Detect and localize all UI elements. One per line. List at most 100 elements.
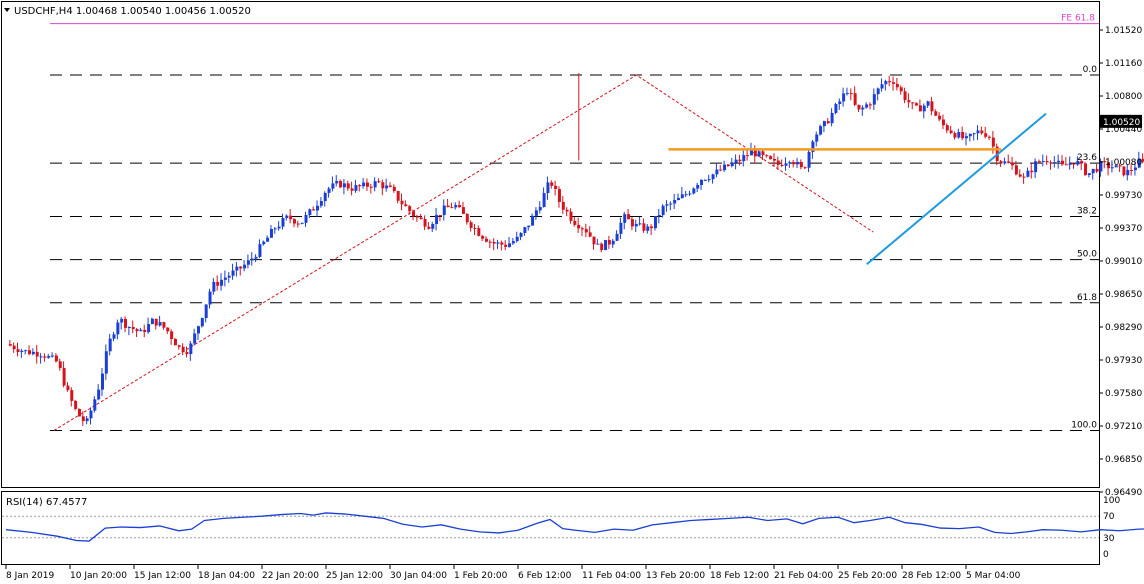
candle-body	[1034, 161, 1038, 173]
candle-body	[803, 167, 807, 169]
candle	[531, 213, 535, 226]
candle-body	[454, 204, 458, 208]
candle-body	[753, 149, 757, 157]
candle	[47, 353, 51, 359]
candle	[74, 399, 78, 411]
candle	[85, 415, 89, 425]
fib-levels: FE 61.8 0.0 23.6 38.2 50.0 61.8 100.0	[50, 14, 1099, 431]
collapse-arrow-icon[interactable]	[4, 8, 10, 12]
candle	[342, 179, 346, 195]
candle	[903, 87, 907, 104]
candle-body	[377, 181, 381, 183]
candle	[619, 217, 623, 239]
candle-body	[147, 324, 151, 333]
candle	[1080, 159, 1084, 171]
candle-body	[504, 244, 508, 247]
candle	[339, 179, 343, 189]
candle	[1118, 163, 1122, 173]
candle	[584, 223, 588, 238]
candle	[988, 135, 992, 141]
candle-body	[327, 188, 331, 193]
candle-body	[619, 222, 623, 234]
candle	[412, 209, 416, 221]
candle-body	[204, 304, 208, 319]
candle	[81, 411, 85, 426]
candle-body	[127, 326, 131, 328]
candle-body	[684, 194, 688, 196]
candle-body	[922, 105, 926, 112]
candle	[623, 211, 627, 230]
fib-label-61-8: 61.8	[1077, 293, 1097, 303]
candle-body	[197, 326, 200, 334]
candle	[1091, 168, 1095, 180]
candle-body	[972, 133, 976, 135]
candle	[807, 149, 811, 173]
candle	[508, 236, 512, 248]
candle-body	[738, 159, 742, 162]
candle-body	[665, 204, 669, 206]
candle	[650, 224, 654, 235]
candle	[803, 166, 807, 170]
candle-body	[680, 194, 684, 198]
candle-body	[1011, 162, 1015, 166]
candle	[189, 340, 193, 361]
candle-body	[1080, 160, 1084, 164]
candle-body	[538, 206, 542, 211]
candle-body	[853, 93, 857, 105]
candle	[423, 215, 427, 231]
candle	[446, 198, 450, 208]
candle-body	[77, 408, 81, 417]
candle	[365, 178, 369, 191]
candle	[830, 108, 834, 127]
candle	[1030, 163, 1034, 179]
candle-body	[765, 155, 769, 157]
price-tick-label: 0.97210	[1105, 422, 1142, 432]
candle-body	[289, 215, 293, 220]
candle-body	[1141, 158, 1144, 162]
candle	[1107, 157, 1111, 176]
candle	[1122, 166, 1126, 177]
candle-body	[938, 115, 942, 120]
candle-body	[35, 351, 39, 357]
candle-body	[158, 322, 162, 326]
candle-body	[934, 111, 938, 116]
candle-body	[596, 243, 600, 245]
candle-body	[657, 215, 661, 217]
candle-body	[861, 107, 865, 110]
candle	[588, 226, 592, 238]
candle	[285, 214, 289, 221]
candle-body	[926, 101, 930, 106]
main-chart-frame	[1, 1, 1100, 488]
candle-body	[400, 200, 404, 205]
candle	[477, 225, 481, 237]
candle	[911, 102, 915, 110]
candle	[208, 288, 212, 309]
time-tick-label: 1 Feb 20:00	[454, 571, 508, 581]
candle-body	[81, 416, 85, 422]
candle	[945, 123, 949, 134]
candle-body	[1137, 158, 1141, 168]
candle	[235, 261, 239, 277]
candle	[277, 221, 281, 231]
candle-body	[181, 346, 185, 353]
candle	[980, 126, 984, 135]
candle-body	[546, 182, 550, 194]
candle-body	[646, 226, 650, 231]
candle	[934, 109, 938, 117]
candle-body	[392, 186, 396, 192]
candle-body	[715, 169, 719, 175]
candle	[442, 199, 446, 221]
candle-body	[511, 241, 515, 244]
candle	[596, 238, 600, 245]
candle-body	[20, 350, 24, 353]
candle	[431, 221, 435, 233]
candle-body	[339, 180, 343, 188]
candle-body	[124, 318, 128, 328]
candle-body	[849, 93, 853, 95]
candle	[726, 164, 730, 167]
candle	[815, 131, 819, 147]
candle	[20, 348, 24, 358]
candle	[166, 327, 170, 334]
candle-body	[189, 343, 193, 355]
candle	[888, 75, 892, 87]
